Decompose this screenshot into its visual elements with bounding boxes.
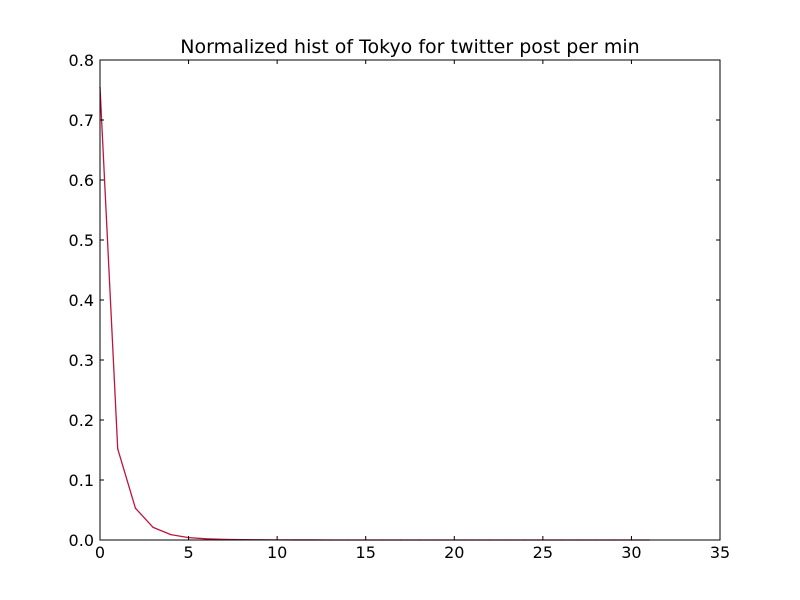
data-point (205, 538, 207, 540)
y-tick-label: 0.7 (69, 111, 94, 130)
x-tick-label: 25 (533, 543, 553, 562)
x-tick-label: 30 (621, 543, 641, 562)
data-point (134, 507, 137, 509)
x-tick-label: 5 (183, 543, 193, 562)
y-tick-label: 0.5 (69, 231, 94, 250)
data-point (170, 534, 172, 536)
x-axis: 0 5 10 15 20 25 30 35 (95, 60, 730, 562)
y-tick-label: 0.1 (69, 471, 94, 490)
x-tick-label: 0 (95, 543, 105, 562)
data-point (152, 526, 154, 529)
x-tick-label: 20 (444, 543, 464, 562)
x-tick-label: 35 (710, 543, 730, 562)
chart-title: Normalized hist of Tokyo for twitter pos… (180, 36, 639, 58)
y-tick-label: 0.2 (69, 411, 94, 430)
y-tick-label: 0.0 (69, 531, 94, 550)
x-tick-label: 10 (267, 543, 287, 562)
data-point (117, 448, 119, 450)
x-tick-label: 15 (356, 543, 376, 562)
y-axis: 0.0 0.1 0.2 0.3 0.4 0.5 0.6 0.7 0.8 (69, 51, 720, 550)
y-tick-label: 0.4 (69, 291, 94, 310)
y-tick-label: 0.3 (69, 351, 94, 370)
y-tick-label: 0.8 (69, 51, 94, 70)
y-tick-label: 0.6 (69, 171, 94, 190)
